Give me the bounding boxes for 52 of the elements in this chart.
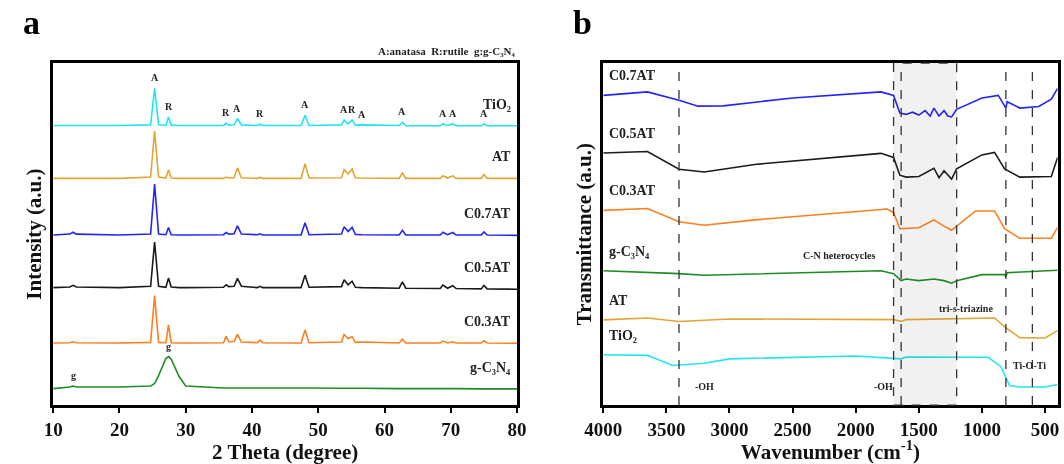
series-label: C0.7AT: [609, 68, 656, 83]
x-tick-label: 70: [441, 418, 461, 440]
x-tick-label: 4000: [584, 418, 623, 440]
annotation: A: [151, 72, 159, 83]
annotation: R: [222, 107, 230, 118]
series-label: C0.5AT: [464, 260, 511, 275]
text: a: [23, 4, 40, 41]
x-tick-label: 2000: [836, 418, 875, 440]
x-tick-label: 1500: [899, 418, 938, 440]
annotation: C-N heterocycles: [803, 250, 876, 261]
annotation: A: [301, 99, 309, 110]
annotation: R: [348, 104, 356, 115]
series-label: C0.3AT: [464, 314, 511, 329]
x-tick-label: 50: [308, 418, 328, 440]
annotation: A: [358, 109, 366, 120]
annotation: R: [256, 108, 264, 119]
x-tick-label: 30: [176, 418, 196, 440]
x-axis-title: 2 Theta (degree): [212, 439, 359, 464]
x-tick-label: 80: [507, 418, 527, 440]
series-label: g-C₃N₄: [609, 244, 651, 259]
annotation: g: [71, 370, 76, 381]
x-tick-label: 40: [242, 418, 262, 440]
series-label: TiO₂: [609, 328, 638, 343]
series-label: AT: [492, 149, 512, 164]
annotation: A: [439, 108, 447, 119]
x-tick-label: 1000: [962, 418, 1001, 440]
series-label: C0.7AT: [464, 206, 511, 221]
text: A:anatasa R:rutile g:g-C₃N₄: [378, 45, 516, 57]
series-label: AT: [609, 293, 629, 308]
annotation: A: [449, 108, 457, 119]
annotation: A: [398, 106, 406, 117]
x-tick-label: 3000: [710, 418, 749, 440]
y-axis-title: Intensity (a.u.): [21, 168, 46, 300]
x-tick-label: 500: [1030, 418, 1060, 440]
x-tick-label: 2500: [773, 418, 812, 440]
series-label: C0.3AT: [609, 183, 656, 198]
x-tick-label: 60: [375, 418, 395, 440]
annotation: A: [233, 103, 241, 114]
annotation: A: [340, 104, 348, 115]
x-tick-label: 3500: [647, 418, 686, 440]
x-tick-label: 10: [43, 418, 63, 440]
annotation: -OH: [695, 381, 715, 392]
annotation: tri-s-triazine: [939, 303, 994, 314]
x-axis-title: Wavenumber (cm$^{-1}$): [740, 437, 921, 464]
annotation: R: [165, 101, 173, 112]
y-axis-title: Transmittance (a.u.): [571, 143, 596, 326]
text: b: [573, 4, 592, 41]
series-label: C0.5AT: [609, 126, 656, 141]
annotation: -OH: [874, 381, 894, 392]
series-label: g-C₃N₄: [470, 360, 512, 375]
x-tick-label: 20: [109, 418, 129, 440]
annotation: g: [166, 341, 171, 352]
